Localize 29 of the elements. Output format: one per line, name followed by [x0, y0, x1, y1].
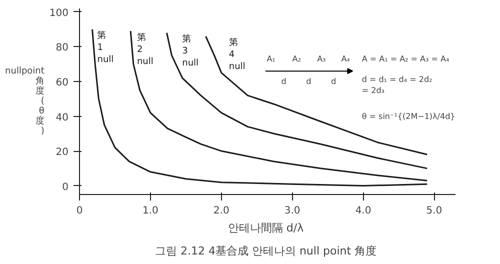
annotation: A₁ — [266, 54, 276, 64]
y-tick-label: 0 — [62, 182, 69, 193]
text: 그림 2.12 4基合成 안테나의 null point 角度 — [154, 244, 377, 258]
annotation: θ = sin⁻¹{(2M−1)λ/4d} — [362, 112, 456, 121]
series-label: 第 3 null — [182, 34, 199, 69]
y-axis-title: nullpoint 角度(θ度) — [5, 66, 45, 136]
x-tick-label: 5.0 — [426, 206, 442, 216]
y-tick-label: 80 — [56, 42, 69, 54]
x-tick-label: 0 — [76, 206, 83, 216]
y-tick-label: 60 — [56, 78, 69, 89]
annotation: d — [281, 77, 286, 86]
y-tick-label: 100 — [49, 8, 69, 19]
annotation: A = A₁ = A₂ = A₃ = A₄ — [362, 54, 450, 64]
x-tick-label: 3.0 — [284, 206, 300, 216]
annotation: A₂ — [292, 54, 301, 64]
y-tick-label: 20 — [56, 147, 69, 158]
series-label: 第 4 null — [228, 37, 246, 72]
x-tick-label: 2.0 — [213, 206, 230, 216]
y-tick-label: 40 — [56, 112, 69, 124]
annotation: d — [306, 77, 312, 86]
series-label: 第 1 null — [97, 30, 114, 66]
x-tick-label: 1.0 — [142, 206, 158, 216]
annotation: A₄ — [341, 54, 350, 64]
annotation: d = d₁ = d₄ = 2d₂ = 2d₃ — [362, 75, 432, 95]
x-axis-title: 안테나間隔 d/λ — [228, 222, 304, 234]
x-tick-label: 4.0 — [355, 206, 372, 216]
annotation: d — [330, 77, 336, 86]
annotation: A₃ — [317, 54, 326, 64]
series-label: 第 2 null — [136, 32, 154, 67]
